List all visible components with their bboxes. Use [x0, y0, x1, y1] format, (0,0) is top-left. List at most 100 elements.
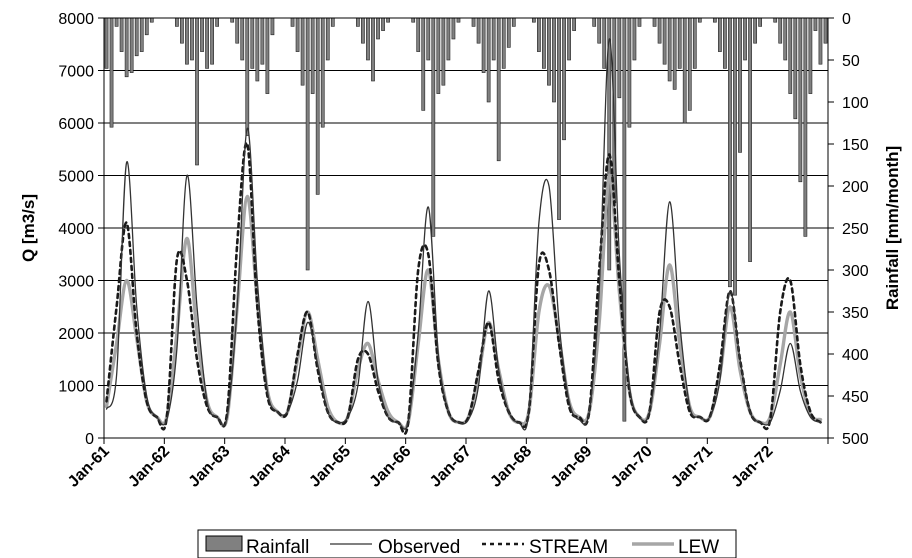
- left-tick-label: 4000: [58, 221, 94, 238]
- x-tick-label: Jan-68: [487, 443, 535, 491]
- rainfall-bar: [617, 17, 622, 99]
- rainfall-bar: [542, 17, 546, 69]
- rainfall-bar: [260, 17, 265, 65]
- x-tick-label: Jan-65: [306, 443, 354, 491]
- right-tick-label: 300: [842, 263, 869, 280]
- rainfall-bar: [637, 17, 642, 27]
- rainfall-bar: [532, 17, 536, 23]
- rainfall-bar: [718, 17, 722, 52]
- x-tick-label: Jan-67: [427, 443, 475, 491]
- rainfall-bar: [144, 17, 149, 36]
- left-tick-label: 5000: [58, 169, 94, 186]
- rainfall-bar: [200, 17, 204, 52]
- right-tick-label: 500: [842, 431, 869, 448]
- rainfall-bar: [697, 17, 702, 23]
- rainfall-bar: [310, 17, 315, 94]
- x-tick-label: Jan-66: [367, 443, 415, 491]
- left-axis-title: Q [m3/s]: [19, 194, 38, 262]
- rainfall-bar: [597, 17, 602, 44]
- right-tick-label: 250: [842, 221, 869, 238]
- left-axis-ticks: 0 1000 2000 3000 4000 5000 6000 7000 8000: [58, 11, 104, 448]
- rainfall-bar: [652, 17, 657, 27]
- legend-box: [197, 529, 737, 558]
- rainfall-bar: [300, 17, 305, 86]
- right-axis-title: Rainfall [mm/month]: [883, 146, 902, 310]
- rainfall-bar: [728, 17, 732, 288]
- rainfall-bar: [803, 17, 808, 237]
- rainfall-bar: [361, 17, 365, 44]
- left-tick-label: 3000: [58, 274, 94, 291]
- rainfall-bar: [557, 17, 561, 220]
- rainfall-bar: [511, 17, 516, 27]
- rainfall-bar: [431, 17, 436, 237]
- rainfall-bar: [441, 17, 446, 86]
- rainfall-bar: [808, 17, 813, 94]
- rainfall-bar: [421, 17, 426, 111]
- left-tick-label: 1000: [58, 379, 94, 396]
- right-axis-ticks: 0 50 100 150 200 250 300 350 400 450 500: [828, 11, 869, 448]
- rainfall-bar: [446, 17, 451, 61]
- rainfall-bar: [134, 17, 139, 57]
- rainfall-bar: [552, 17, 556, 103]
- rainfall-bar: [743, 17, 747, 61]
- rainfall-bar: [592, 17, 597, 27]
- rainfall-bar: [190, 17, 194, 61]
- rainfall-bar: [320, 17, 325, 128]
- x-tick-label: Jan-69: [548, 443, 596, 491]
- rainfall-bar: [175, 17, 179, 27]
- series-line-stream: [105, 141, 822, 435]
- rainfall-bar: [798, 17, 803, 183]
- rainfall-bar: [290, 17, 295, 27]
- rainfall-bar: [662, 17, 667, 65]
- rainfall-bar: [506, 17, 511, 48]
- left-tick-label: 6000: [58, 116, 94, 133]
- rainfall-bar: [682, 17, 687, 124]
- rainfall-bar: [109, 17, 114, 128]
- rainfall-bar: [270, 17, 275, 36]
- left-tick-label: 0: [85, 431, 94, 448]
- rainfall-bar: [325, 17, 330, 61]
- rainfall-bar: [386, 17, 390, 23]
- discharge-lines: [104, 38, 823, 435]
- rainfall-bar: [723, 17, 727, 69]
- rainfall-bar: [185, 17, 189, 65]
- rainfall-bar: [149, 17, 154, 23]
- rainfall-bar: [411, 17, 416, 23]
- right-tick-label: 50: [842, 53, 860, 70]
- rainfall-bar: [215, 17, 219, 27]
- rainfall-bar: [315, 17, 320, 195]
- rainfall-bar: [180, 17, 184, 44]
- right-tick-label: 0: [842, 11, 851, 28]
- right-tick-label: 350: [842, 305, 869, 322]
- rainfall-bar: [627, 17, 632, 128]
- rainfall-bar: [677, 17, 682, 69]
- rainfall-bar: [496, 17, 501, 162]
- rainfall-bar: [773, 17, 778, 23]
- rainfall-bar: [426, 17, 431, 61]
- rainfall-bar: [235, 17, 240, 44]
- rainfall-bar: [753, 17, 757, 44]
- rainfall-bar: [366, 17, 370, 61]
- rainfall-bar: [456, 17, 461, 23]
- rainfall-bar: [562, 17, 566, 141]
- rainfall-bar: [788, 17, 793, 94]
- rainfall-bar: [602, 17, 607, 69]
- rainfall-bar: [451, 17, 456, 40]
- rainfall-bar: [567, 17, 571, 61]
- legend-label-rainfall: Rainfall: [246, 537, 309, 558]
- rainfall-bar: [758, 17, 762, 27]
- rainfall-bar: [537, 17, 541, 52]
- rainfall-bar: [195, 17, 199, 166]
- rainfall-bar: [114, 17, 119, 27]
- x-axis-ticks: Jan-61 Jan-62 Jan-63 Jan-64 Jan-65 Jan-66 Jan-…: [65, 438, 829, 491]
- rainfall-bar: [250, 17, 255, 69]
- right-tick-label: 200: [842, 179, 869, 196]
- left-tick-label: 7000: [58, 64, 94, 81]
- series-line-observed: [105, 38, 822, 431]
- rainfall-bar: [501, 17, 506, 69]
- series-line-lew: [104, 173, 823, 431]
- rainfall-bar: [295, 17, 300, 52]
- legend-label-observed: Observed: [378, 537, 460, 558]
- rainfall-bar: [657, 17, 662, 44]
- legend-swatch-rainfall: [205, 535, 243, 552]
